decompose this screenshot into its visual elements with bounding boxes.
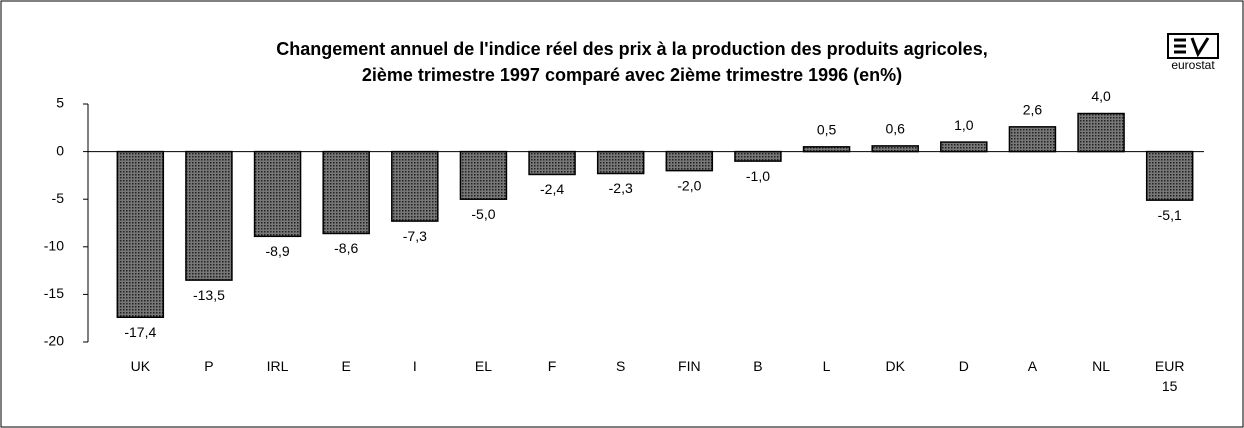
chart-title: Changement annuel de l'indice réel des p… — [276, 39, 987, 59]
value-label: -13,5 — [193, 287, 225, 303]
chart-subtitle: 2ième trimestre 1997 comparé avec 2ième … — [362, 65, 902, 85]
bar — [1077, 112, 1125, 153]
value-label: 2,6 — [1023, 102, 1043, 118]
y-tick-label: 5 — [56, 95, 64, 111]
y-tick-label: -10 — [44, 238, 64, 254]
value-label: -5,0 — [471, 206, 495, 222]
bar — [459, 150, 508, 200]
bar — [734, 150, 782, 162]
bar — [596, 150, 645, 175]
value-label: -7,3 — [403, 228, 427, 244]
bar — [1008, 126, 1057, 153]
bar — [871, 145, 919, 153]
y-tick-label: 0 — [56, 142, 64, 158]
x-tick-label: UK — [130, 358, 151, 374]
value-label: -2,4 — [540, 181, 564, 197]
value-label: -8,6 — [334, 240, 358, 256]
x-tick-label: EUR 15 — [1154, 358, 1185, 394]
value-label: -2,0 — [677, 177, 701, 193]
x-tick-label: NL — [1092, 358, 1111, 374]
x-tick-label: B — [753, 358, 763, 374]
x-tick-label: F — [547, 358, 557, 374]
logo: eurostat — [1167, 33, 1219, 72]
y-tick-label: -20 — [44, 333, 64, 349]
value-label: -2,3 — [609, 180, 633, 196]
x-tick-label: D — [958, 358, 969, 374]
logo-text: eurostat — [1171, 58, 1215, 72]
bar — [116, 150, 165, 318]
bar — [185, 150, 233, 281]
value-label: -1,0 — [746, 168, 770, 184]
bar — [1145, 150, 1194, 201]
bar — [528, 150, 576, 176]
bar — [802, 146, 851, 153]
bar — [665, 150, 714, 172]
bar — [253, 150, 302, 238]
value-label: -17,4 — [124, 324, 156, 340]
bar — [322, 150, 370, 235]
bar — [391, 150, 439, 222]
value-label: -5,1 — [1158, 207, 1182, 223]
value-label: 1,0 — [954, 117, 974, 133]
x-tick-label: L — [822, 358, 831, 374]
bar — [940, 141, 988, 153]
value-label: 4,0 — [1091, 88, 1111, 104]
x-tick-label: I — [412, 358, 417, 374]
x-tick-label: IRL — [266, 358, 289, 374]
x-tick-label: P — [204, 358, 214, 374]
x-tick-label: EL — [474, 358, 492, 374]
x-tick-label: E — [341, 358, 351, 374]
x-tick-label: DK — [885, 358, 905, 374]
value-label: -8,9 — [266, 243, 290, 259]
value-label: 0,6 — [885, 121, 905, 137]
y-tick-label: -15 — [44, 285, 64, 301]
x-tick-label: A — [1027, 358, 1038, 374]
value-label: 0,5 — [817, 122, 837, 138]
y-tick-label: -5 — [52, 190, 65, 206]
x-tick-label: FIN — [678, 358, 701, 374]
x-tick-label: S — [616, 358, 626, 374]
